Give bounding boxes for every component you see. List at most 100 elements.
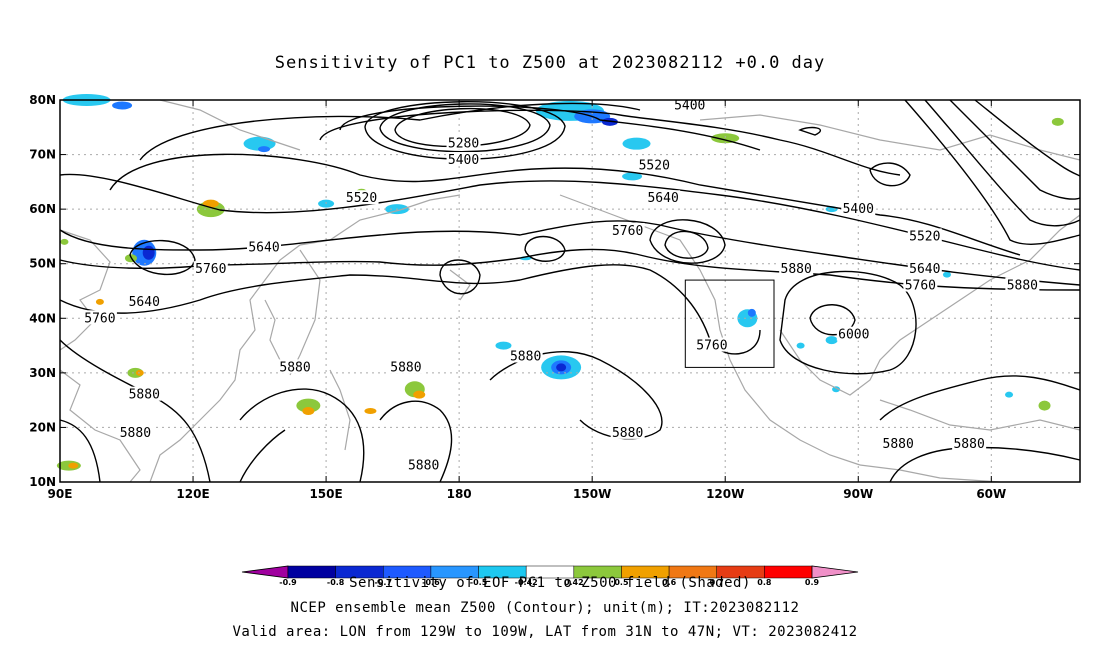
colorbar-label: 0.7: [710, 578, 724, 587]
sensitivity-patch: [825, 336, 838, 345]
contour-label-bg: [881, 435, 916, 450]
z500-contour-line: [524, 235, 566, 262]
contour-label: 5640: [129, 295, 160, 310]
lat-tick-label: 30N: [29, 366, 56, 380]
colorbar-min-arrow: [241, 565, 289, 579]
map-frame: [59, 99, 1081, 483]
contour-label-bg: [344, 190, 379, 205]
colorbar-label: -0.5: [470, 578, 488, 587]
z500-contour-line: [439, 259, 481, 295]
z500-contour-line: [379, 400, 453, 483]
coastline-segment: [59, 369, 141, 483]
contour-label: 5880: [781, 262, 812, 277]
contour-label: 5640: [909, 262, 940, 277]
contour-label: 5760: [195, 262, 226, 277]
lon-tick-label: 180: [447, 487, 472, 501]
z500-contour-line: [879, 375, 1081, 421]
colorbar: -0.9 -0.8 -0.7 -0.6 -0.5 -0.42 0.42 0.5 0.6 0.7 0.…: [241, 565, 859, 587]
z500-contour-line: [649, 219, 726, 264]
z500-contour-line: [779, 270, 917, 375]
z500-contour-line: [109, 153, 1021, 256]
coastline-segment: [699, 114, 1081, 161]
lat-tick-label: 80N: [29, 93, 56, 107]
colorbar-label: -0.8: [327, 578, 345, 587]
contour-label-bg: [118, 424, 153, 439]
sensitivity-patch: [60, 238, 69, 245]
contour-label-bg: [127, 386, 162, 401]
lat-tick-label: 70N: [29, 148, 56, 162]
colorbar-label: 0.8: [757, 578, 772, 587]
sensitivity-patch: [302, 407, 315, 416]
lon-tick-label: 60W: [976, 487, 1006, 501]
colorbar-label: 0.42: [564, 578, 584, 587]
contour-label-bg: [907, 228, 942, 243]
valid-area-box: [684, 279, 775, 368]
contour-label: 5880: [129, 388, 160, 403]
contour-label: 5400: [674, 98, 705, 113]
z500-contour-line: [59, 220, 1081, 286]
z500-contour-line: [239, 429, 286, 483]
contour-label-bg: [278, 359, 313, 374]
contour-label: 5880: [279, 360, 310, 375]
sensitivity-patch: [1051, 117, 1064, 126]
contour-label-bg: [247, 239, 281, 254]
colorbar-label: 0.9: [805, 578, 820, 587]
lat-tick-label: 50N: [29, 257, 56, 271]
sensitivity-patch: [711, 133, 740, 144]
colorbar-label: -0.42: [515, 578, 538, 587]
contour-label: 5760: [84, 311, 115, 326]
contour-label-bg: [406, 457, 441, 472]
z500-contour-line: [664, 230, 709, 259]
sensitivity-patch: [796, 342, 805, 349]
contour-label-bg: [672, 97, 707, 112]
contour-label: 5880: [612, 426, 643, 441]
contour-label: 5640: [647, 191, 678, 206]
contour-label-bg: [637, 157, 672, 172]
lon-tick-label: 150W: [573, 487, 611, 501]
contour-label-bg: [779, 261, 814, 276]
contour-label-bg: [508, 348, 543, 363]
contour-label-bg: [82, 310, 117, 325]
lat-tick-label: 60N: [29, 202, 56, 216]
z500-contour-line: [339, 105, 761, 151]
contour-label: 5520: [909, 229, 940, 244]
footer-line-3: Valid area: LON from 129W to 109W, LAT f…: [232, 624, 857, 640]
contour-label-bg: [646, 190, 681, 205]
z500-contour-line: [798, 126, 822, 136]
sensitivity-patch: [142, 245, 155, 260]
sensitivity-patch: [413, 390, 426, 399]
sensitivity-patch: [258, 146, 270, 153]
contour-label-bg: [836, 326, 871, 341]
z500-contour-line: [869, 162, 911, 187]
latitude-axis: 80N 70N 60N 50N 40N 30N 20N 10N: [29, 93, 1080, 489]
z500-contour-line: [139, 102, 641, 161]
sensitivity-patch: [622, 137, 651, 150]
contour-label-bg: [446, 152, 481, 167]
z500-contour-line: [924, 99, 1081, 227]
contour-label-bg: [952, 435, 987, 450]
sensitivity-patch: [622, 172, 643, 181]
contour-label: 5280: [448, 137, 479, 152]
footer-line-1: Sensitivity of EOF PC1 to Z500 field (Sh…: [349, 575, 751, 591]
lon-tick-label: 150E: [309, 487, 342, 501]
sensitivity-patch: [1038, 400, 1051, 411]
contour-label-bg: [907, 261, 942, 276]
lon-tick-label: 90W: [843, 487, 873, 501]
contour-label: 5880: [390, 360, 421, 375]
contour-label-bg: [610, 222, 645, 237]
colorbar-swatch: [287, 565, 336, 579]
sensitivity-patch: [832, 386, 841, 393]
coastline-segment: [859, 464, 1001, 483]
z500-contour-line: [904, 99, 1081, 245]
contour-label: 5880: [120, 426, 151, 441]
lon-tick-label: 120E: [176, 487, 209, 501]
sensitivity-patch: [364, 408, 377, 415]
contour-label: 5520: [346, 191, 377, 206]
z500-contour-line: [974, 99, 1081, 177]
z500-contour-line: [129, 239, 196, 276]
z500-contour-line: [59, 419, 101, 483]
figure-title: Sensitivity of PC1 to Z500 at 2023082112…: [275, 53, 826, 73]
